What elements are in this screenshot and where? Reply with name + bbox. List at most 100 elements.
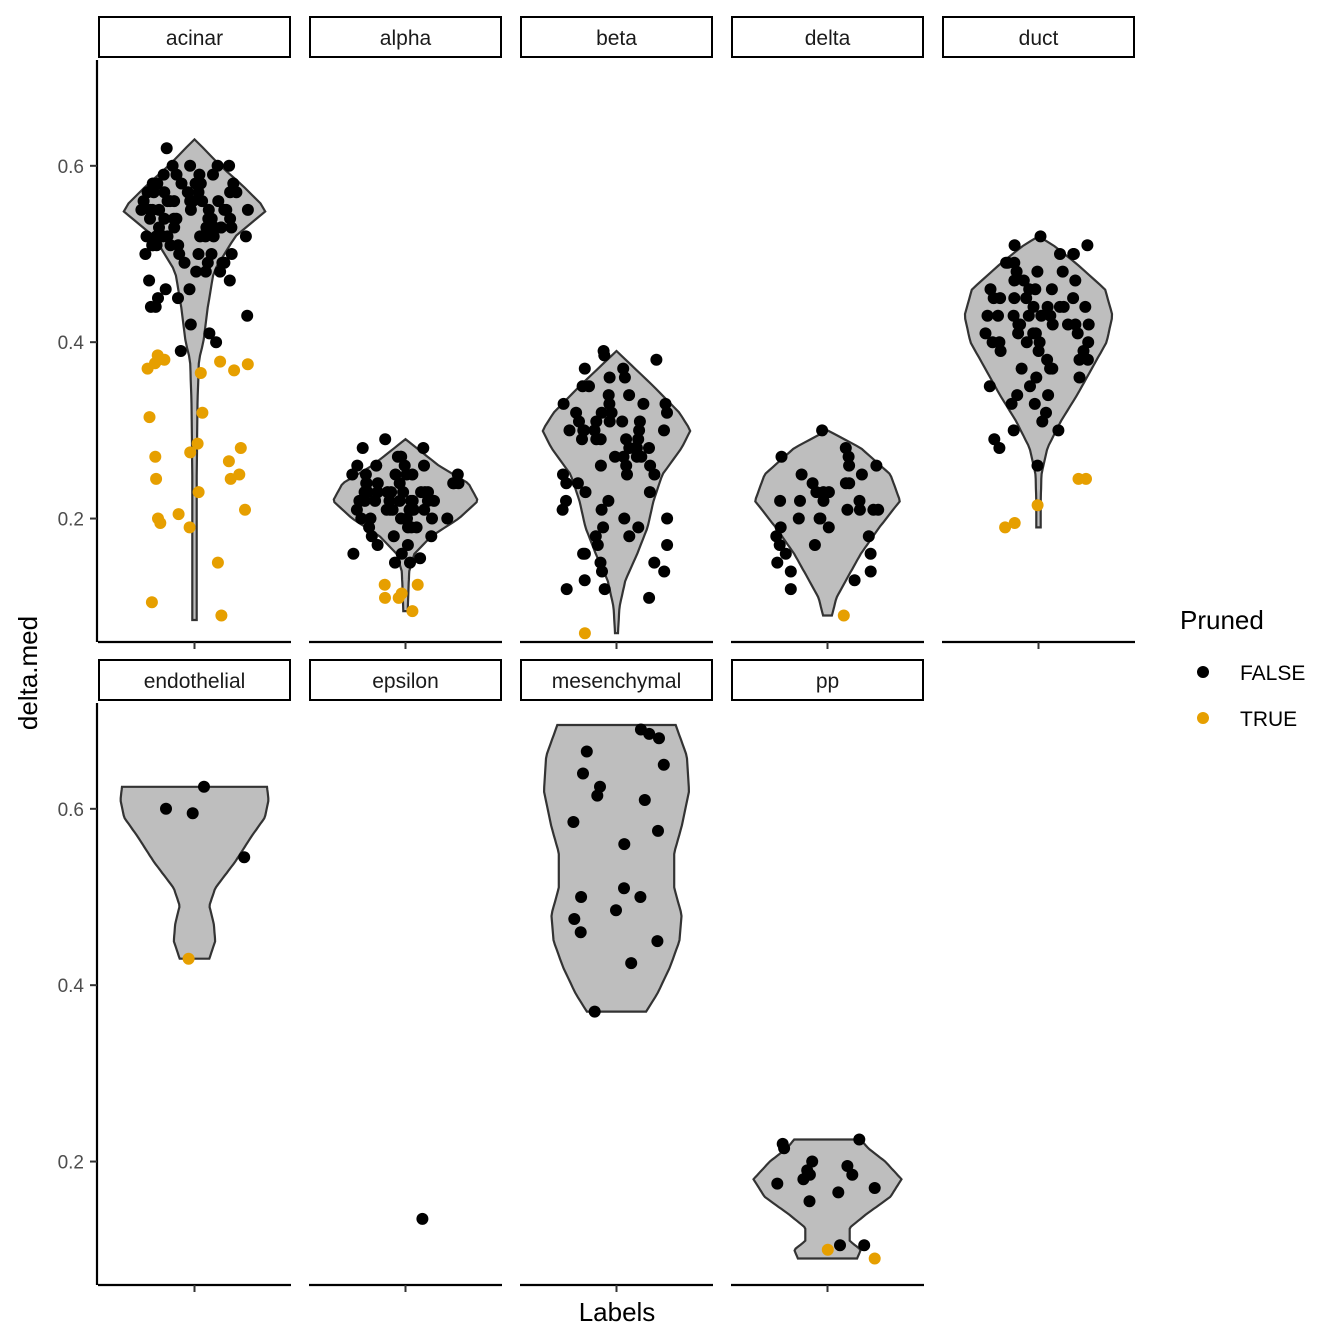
point-pp-false-2	[778, 1142, 791, 1155]
point-beta-false-6	[603, 371, 616, 384]
point-beta-false-74	[573, 415, 585, 428]
point-mesenchymal-false-15	[610, 904, 622, 917]
point-delta-false-22	[822, 521, 835, 534]
point-duct-false-56	[1042, 389, 1055, 402]
violin-endothelial	[119, 785, 270, 960]
point-acinar-false-66	[203, 327, 216, 340]
point-acinar-false-91	[204, 221, 217, 234]
point-beta-false-66	[563, 424, 576, 437]
point-beta-false-38	[648, 468, 661, 481]
point-duct-false-19	[1020, 292, 1033, 305]
point-duct-false-27	[1035, 309, 1048, 322]
point-duct-false-59	[1005, 397, 1018, 410]
point-acinar-false-56	[223, 274, 236, 287]
point-mesenchymal-false-5	[577, 767, 589, 780]
point-duct-false-22	[987, 292, 1000, 305]
point-pp-true-1	[868, 1252, 881, 1265]
facet-strip-alpha	[309, 16, 502, 58]
point-delta-false-3	[842, 450, 855, 463]
point-beta-false-4	[578, 362, 591, 375]
point-delta-false-32	[784, 565, 797, 578]
point-acinar-false-86	[146, 177, 159, 190]
point-alpha-false-0	[379, 433, 392, 446]
point-alpha-false-51	[425, 530, 438, 543]
point-pp-false-14	[858, 1239, 871, 1252]
point-beta-false-63	[598, 583, 611, 596]
point-duct-false-28	[992, 309, 1004, 322]
facet-strip-epsilon	[309, 659, 502, 701]
point-acinar-false-5	[170, 168, 183, 181]
point-beta-false-41	[571, 477, 584, 490]
facet-label-delta: delta	[805, 27, 851, 50]
point-acinar-false-54	[190, 265, 203, 278]
y-tick-label-0.2-row-2: 0.2	[58, 1153, 84, 1174]
facet-strip-endothelial	[98, 659, 291, 701]
point-duct-false-58	[1028, 397, 1041, 410]
point-duct-false-0	[1034, 230, 1047, 243]
point-alpha-false-49	[405, 521, 418, 534]
point-mesenchymal-false-11	[618, 838, 631, 851]
point-acinar-true-7	[228, 364, 241, 377]
point-acinar-true-9	[196, 406, 209, 419]
point-acinar-true-19	[192, 486, 205, 499]
point-delta-false-19	[872, 503, 885, 516]
point-endothelial-false-3	[238, 851, 251, 864]
facet-strips: acinar alpha beta delta duct endothelial epsil…	[98, 16, 1135, 701]
violin-pp	[752, 1138, 903, 1260]
point-duct-false-55	[983, 380, 996, 393]
facet-strip-pp	[731, 659, 924, 701]
point-acinar-false-64	[241, 309, 254, 322]
point-alpha-false-52	[365, 530, 378, 543]
point-duct-false-5	[1067, 248, 1080, 260]
point-alpha-true-1	[378, 578, 391, 591]
point-beta-false-9	[602, 389, 615, 402]
point-alpha-false-68	[403, 503, 416, 516]
point-mesenchymal-false-8	[638, 794, 651, 806]
point-acinar-true-25	[211, 556, 224, 569]
point-acinar-true-17	[150, 472, 163, 485]
point-acinar-false-58	[159, 283, 172, 296]
point-delta-false-35	[774, 494, 787, 507]
point-beta-false-17	[590, 415, 603, 428]
point-duct-true-4	[999, 521, 1012, 534]
point-beta-false-61	[658, 565, 671, 578]
point-beta-false-48	[661, 512, 674, 525]
point-beta-false-58	[648, 556, 661, 569]
point-endothelial-false-2	[186, 807, 199, 820]
point-acinar-false-1	[223, 159, 236, 172]
points	[135, 142, 1095, 1265]
point-alpha-false-40	[384, 503, 396, 516]
point-alpha-false-62	[418, 503, 431, 516]
point-mesenchymal-false-10	[652, 824, 664, 837]
point-duct-true-3	[1008, 517, 1021, 529]
point-acinar-false-63	[144, 300, 157, 313]
legend-key-false	[1197, 666, 1209, 678]
point-acinar-false-49	[192, 248, 205, 260]
point-acinar-false-53	[214, 265, 227, 278]
point-endothelial-false-1	[160, 802, 172, 815]
point-alpha-true-0	[411, 578, 424, 591]
point-beta-false-51	[632, 521, 645, 534]
point-beta-false-73	[557, 397, 570, 410]
point-duct-false-68	[981, 309, 994, 322]
point-beta-false-52	[623, 530, 636, 543]
facet-strip-acinar	[98, 16, 291, 58]
point-duct-true-2	[1031, 499, 1044, 512]
point-delta-false-15	[817, 494, 830, 507]
point-duct-false-73	[1022, 309, 1035, 322]
point-acinar-false-25	[218, 203, 231, 216]
point-beta-false-70	[595, 406, 608, 419]
point-beta-false-68	[632, 433, 645, 446]
point-acinar-false-39	[140, 230, 153, 243]
point-delta-false-6	[855, 468, 868, 481]
point-duct-false-14	[1017, 274, 1030, 287]
point-alpha-true-5	[406, 605, 419, 618]
point-duct-false-69	[1069, 318, 1082, 331]
point-pp-false-4	[841, 1160, 854, 1172]
point-endothelial-true-0	[182, 952, 195, 965]
point-pp-false-9	[771, 1177, 784, 1190]
facet-strip-beta	[520, 16, 713, 58]
point-acinar-false-78	[137, 195, 150, 208]
point-alpha-false-66	[383, 494, 396, 507]
point-acinar-false-19	[212, 195, 225, 208]
